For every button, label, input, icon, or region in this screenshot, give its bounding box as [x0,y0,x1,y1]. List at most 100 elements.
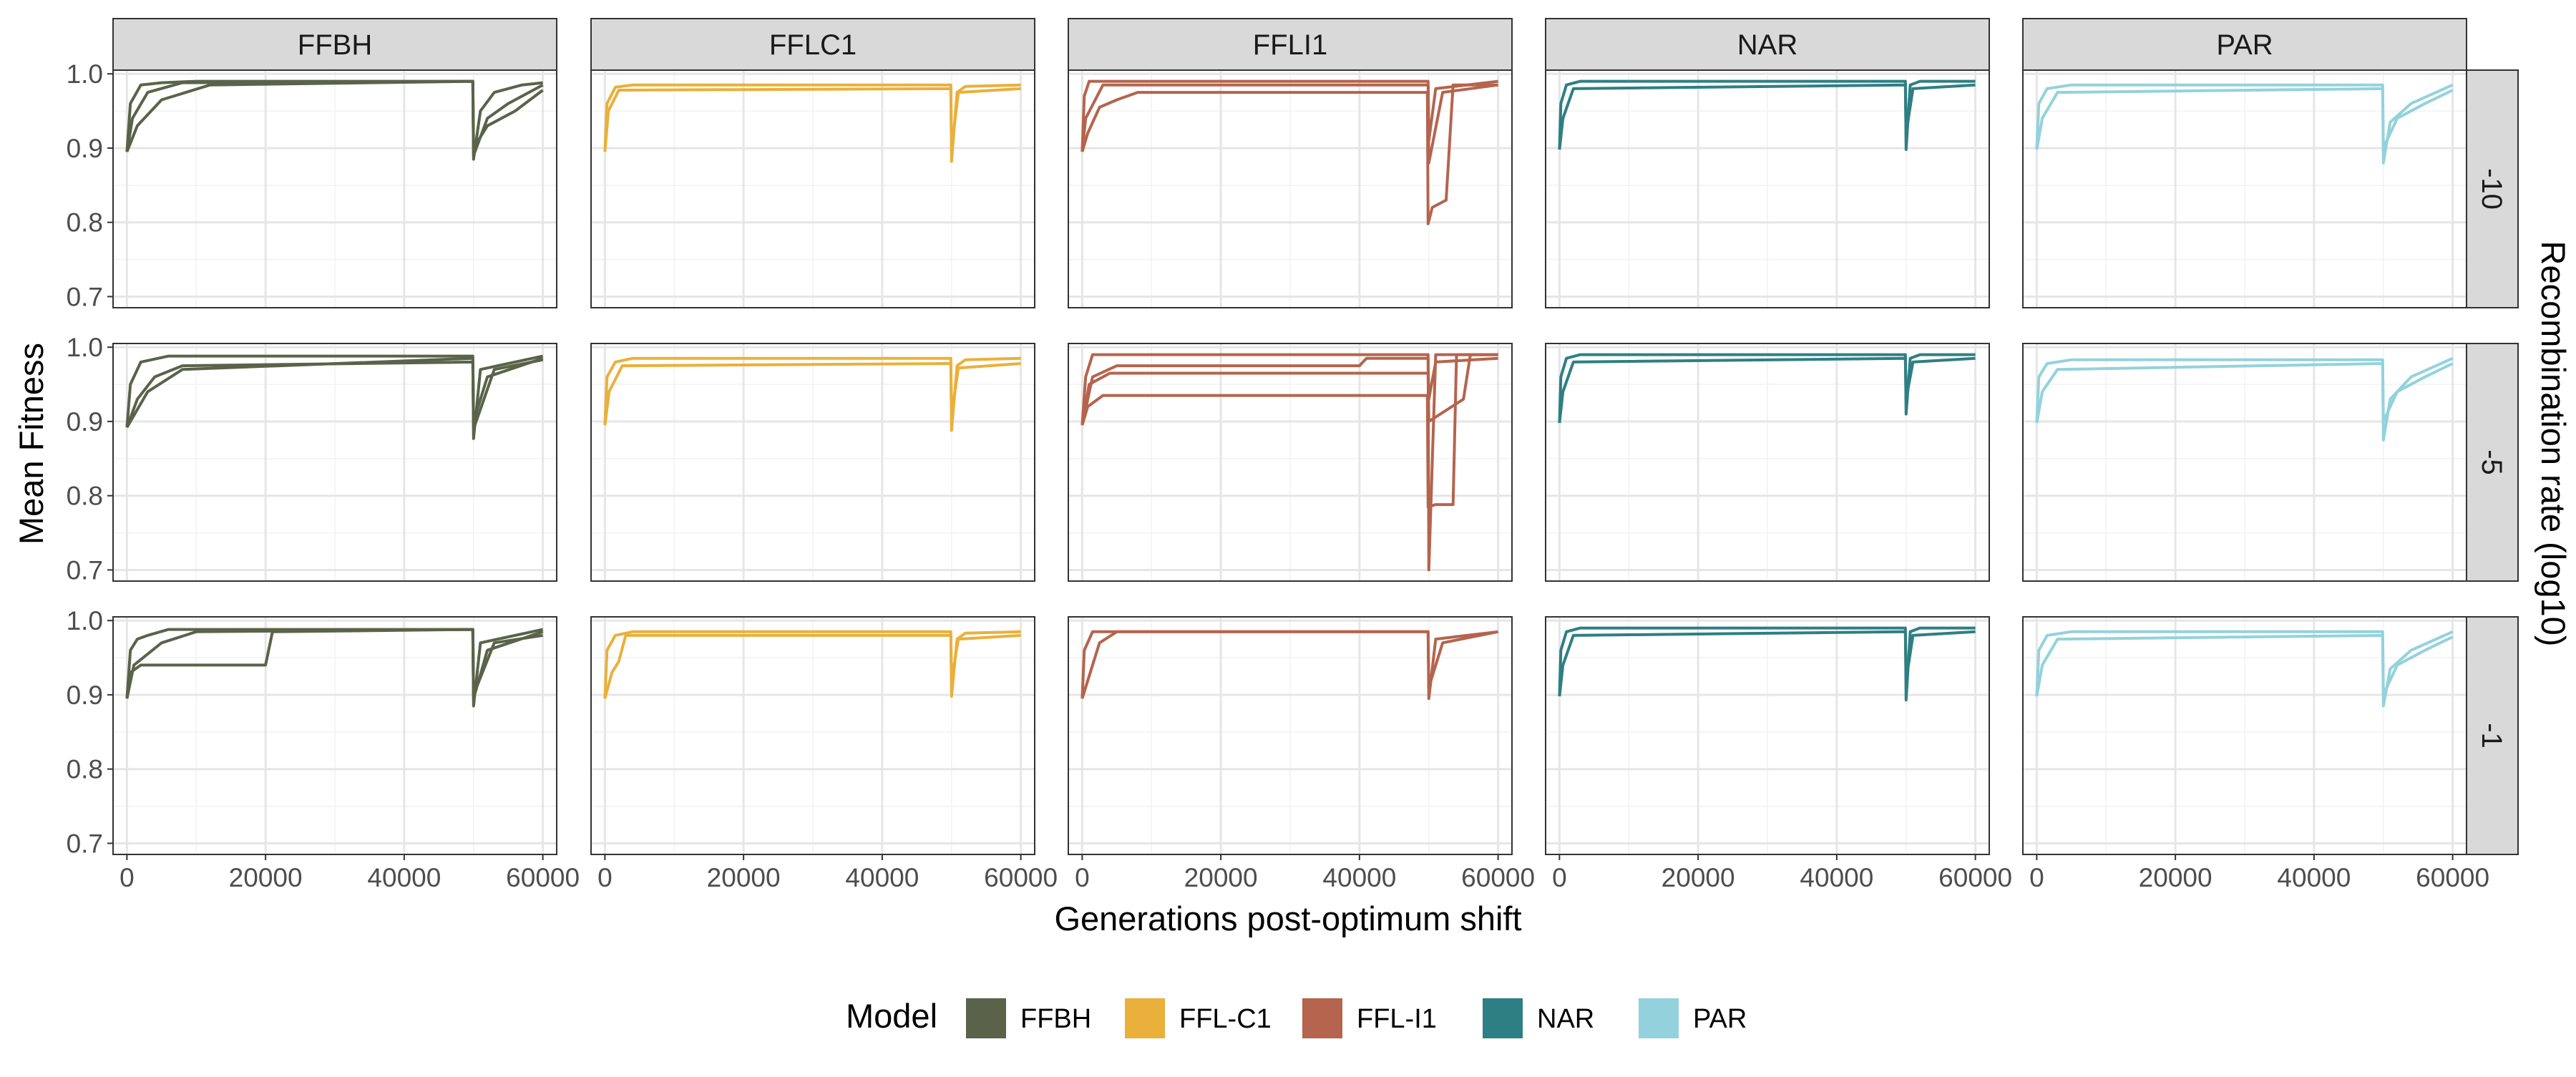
x-tick-label: 0 [1075,863,1090,892]
series-line-nar-2 [1558,83,1976,150]
legend-title: Model [846,997,937,1035]
series-line-ffli1-1 [1080,79,1498,152]
panel-ffli1-rec-5 [1068,343,1513,582]
y-tick-label: 0.7 [67,555,103,585]
x-tick-label: 0 [1552,863,1567,892]
panel-par-rec-10 [2022,69,2467,308]
series-line-ffli1-4 [1080,356,1498,426]
y-tick-label: 0.8 [67,755,103,784]
panels-layer [112,69,2467,855]
panel-border [1545,343,1990,582]
y-axis-title: Mean Fitness [12,343,50,545]
x-tick-label: 40000 [1322,863,1396,892]
y-tick-label: 0.9 [67,681,103,710]
series-line-par-1 [2035,356,2454,442]
column-strip-fflc1 [590,18,1035,71]
panel-border [1068,616,1513,855]
legend-label: FFBH [1020,1004,1091,1034]
row-strip [2466,343,2519,582]
x-tick-label: 0 [597,863,613,892]
series-line-fflc1-1 [603,630,1021,699]
legend-label: NAR [1537,1004,1594,1034]
y-tick-label: 0.8 [67,208,103,238]
axes-layer: FFBH FFLC1 FFLI1 NAR PAR -10 -5 -1 0.7 0.8 0.9 1.0 0… [67,18,2519,892]
series-line-ffbh-2 [125,628,544,701]
x-tick-label: 20000 [1184,863,1258,892]
x-tick-label: 60000 [984,863,1058,892]
panel-border [1068,343,1513,582]
legend-label: PAR [1693,1004,1747,1034]
y-tick-label: 0.9 [67,407,103,437]
series-line-par-2 [2035,87,2454,150]
column-strip-label: FFLI1 [1253,29,1327,61]
x-tick-label: 20000 [229,863,303,892]
series-line-nar-1 [1558,353,1976,424]
row-strip [2466,69,2519,308]
column-strip-nar [1545,18,1990,71]
x-tick-label: 0 [2029,863,2044,892]
legend-key-ffl-i1 [1302,998,1342,1038]
series-line-par-2 [2035,633,2454,697]
series-line-nar-2 [1558,630,1976,697]
column-strip-label: NAR [1737,29,1797,61]
y-tick-label: 0.9 [67,134,103,163]
row-strip-label: -10 [2476,168,2507,210]
y-tick-label: 1.0 [67,606,103,635]
legend-key-nar [1483,998,1523,1038]
x-tick-label: 40000 [367,863,441,892]
series-line-nar-1 [1558,626,1976,702]
series-line-par-1 [2035,630,2454,708]
x-tick-label: 40000 [845,863,919,892]
x-tick-label: 40000 [2277,863,2351,892]
x-tick-label: 20000 [1662,863,1735,892]
series-line-nar-1 [1558,79,1976,151]
column-strip-ffli1 [1068,18,1513,71]
panel-border [1545,616,1990,855]
series-line-par-2 [2035,362,2454,424]
x-axis-title: Generations post-optimum shift [1054,900,1521,937]
legend-key-ffbh [966,998,1006,1038]
panel-ffbh-rec-5 [112,343,557,582]
series-line-fflc1-1 [603,356,1021,432]
column-strip-label: PAR [2216,29,2273,61]
legend: Model FFBH FFL-C1 FFL-I1 NAR PAR [846,997,1747,1038]
legend-label: FFL-I1 [1357,1004,1437,1034]
column-strip-label: FFLC1 [769,29,857,61]
facet-row-title: Recombination rate (log10) [2534,241,2572,647]
column-strip-ffbh [112,18,557,71]
x-tick-label: 40000 [1800,863,1873,892]
legend-label: FFL-C1 [1179,1004,1272,1034]
panel-ffbh-rec-1 [112,616,557,855]
row-strip [2466,616,2519,855]
series-line-ffbh-3 [125,628,543,699]
y-tick-label: 1.0 [67,333,103,362]
panel-border [112,616,557,855]
column-strip-par [2022,18,2467,71]
series-line-nar-2 [1558,356,1976,424]
panel-nar-rec-1 [1545,616,1990,855]
column-strip-label: FFBH [298,29,372,61]
legend-entries: FFBH FFL-C1 FFL-I1 NAR PAR [966,998,1747,1038]
series-line-ffbh-1 [125,628,544,708]
panel-border [112,343,557,582]
panel-nar-rec-5 [1545,343,1990,582]
series-line-par-1 [2035,83,2454,165]
series-line-ffli1-2 [1080,630,1498,699]
panel-fflc1-rec-1 [590,616,1035,855]
series-line-fflc1-2 [603,362,1021,426]
x-tick-label: 60000 [1461,863,1535,892]
panel-fflc1-rec-5 [590,343,1035,582]
panel-nar-rec-10 [1545,69,1990,308]
row-strip-label: -1 [2476,723,2507,749]
series-line-ffli1-1 [1080,353,1498,572]
panel-par-rec-1 [2022,616,2467,855]
y-tick-label: 0.8 [67,482,103,511]
y-tick-label: 0.7 [67,282,103,311]
series-line-fflc1-2 [603,633,1021,699]
panel-ffbh-rec-10 [112,69,557,308]
row-strip-label: -5 [2476,449,2507,475]
legend-key-ffl-c1 [1125,998,1165,1038]
x-tick-label: 20000 [707,863,781,892]
